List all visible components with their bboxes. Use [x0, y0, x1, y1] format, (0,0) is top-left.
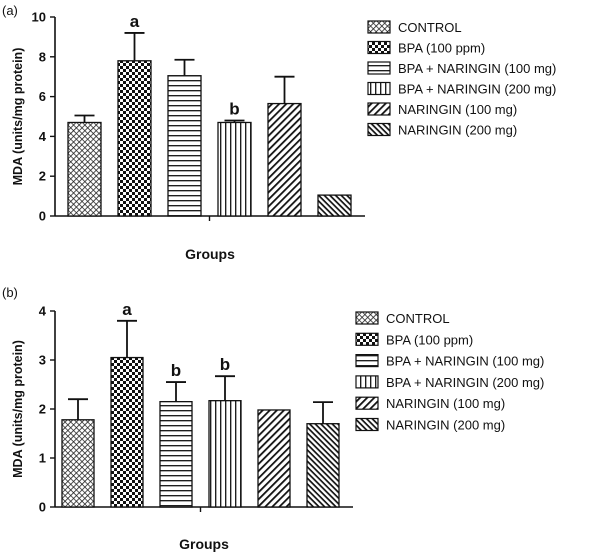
y-tick-label: 2 [39, 169, 46, 184]
x-axis-label: Groups [185, 246, 235, 262]
bar [117, 60, 152, 217]
legend-label: BPA + NARINGIN (100 mg) [398, 61, 556, 76]
x-axis-label: Groups [179, 536, 229, 552]
legend-swatch [355, 375, 379, 389]
legend-label: BPA (100 ppm) [398, 41, 485, 56]
chart-panel-a: (a) 0 2 4 6 8 10 MDA (units/mg protein) Groups a b… [2, 3, 556, 262]
significance-label: b [220, 355, 230, 374]
legend-label: NARINGIN (100 mg) [398, 102, 517, 117]
y-tick-label: 4 [39, 304, 47, 319]
chart-panel-b: (b) 0 1 2 3 4 MDA (units/mg protein) Groups a b b C… [2, 285, 544, 552]
legend-label: BPA + NARINGIN (200 mg) [386, 375, 544, 390]
legend-swatch [355, 417, 379, 432]
y-tick-label: 0 [39, 500, 46, 515]
legend-label: BPA (100 ppm) [386, 332, 473, 347]
legend-swatch [367, 40, 391, 55]
legend-label: NARINGIN (100 mg) [386, 396, 505, 411]
bar [61, 419, 95, 508]
legend-label: CONTROL [398, 20, 462, 35]
legend-swatch [355, 311, 379, 325]
y-tick-label: 2 [39, 402, 46, 417]
y-tick-label: 8 [39, 49, 46, 64]
bar [306, 423, 340, 508]
y-tick-label: 10 [32, 10, 46, 25]
bar [110, 356, 144, 508]
legend-label: CONTROL [386, 311, 450, 326]
legend-swatch [367, 102, 391, 116]
legend-swatch [367, 122, 391, 137]
bar [208, 400, 242, 508]
bar [257, 409, 291, 508]
y-tick-label: 1 [39, 451, 46, 466]
y-axis-label: MDA (units/mg protein) [11, 340, 25, 478]
legend-label: BPA + NARINGIN (200 mg) [398, 82, 556, 97]
legend-swatch [367, 81, 391, 96]
legend-swatch [355, 332, 379, 346]
bar [159, 400, 193, 508]
bar [317, 194, 352, 217]
legend-swatch [355, 354, 379, 368]
legend-label: NARINGIN (200 mg) [386, 418, 505, 433]
bar [267, 102, 302, 217]
significance-label: a [122, 300, 132, 319]
significance-label: a [130, 12, 140, 31]
significance-label: b [229, 99, 239, 118]
legend-swatch [367, 20, 391, 34]
bar [167, 75, 202, 217]
legend-label: NARINGIN (200 mg) [398, 123, 517, 138]
panel-label: (a) [2, 3, 18, 18]
significance-label: b [171, 361, 181, 380]
y-tick-label: 6 [39, 89, 46, 104]
bar [217, 121, 252, 217]
y-tick-label: 0 [39, 209, 46, 224]
y-axis-label: MDA (units/mg protein) [11, 48, 25, 186]
legend-label: BPA + NARINGIN (100 mg) [386, 354, 544, 369]
panel-label: (b) [2, 285, 18, 300]
legend-swatch [367, 61, 391, 75]
y-tick-label: 3 [39, 353, 46, 368]
y-tick-label: 4 [39, 129, 47, 144]
bar [67, 121, 102, 217]
legend-swatch [355, 396, 379, 410]
